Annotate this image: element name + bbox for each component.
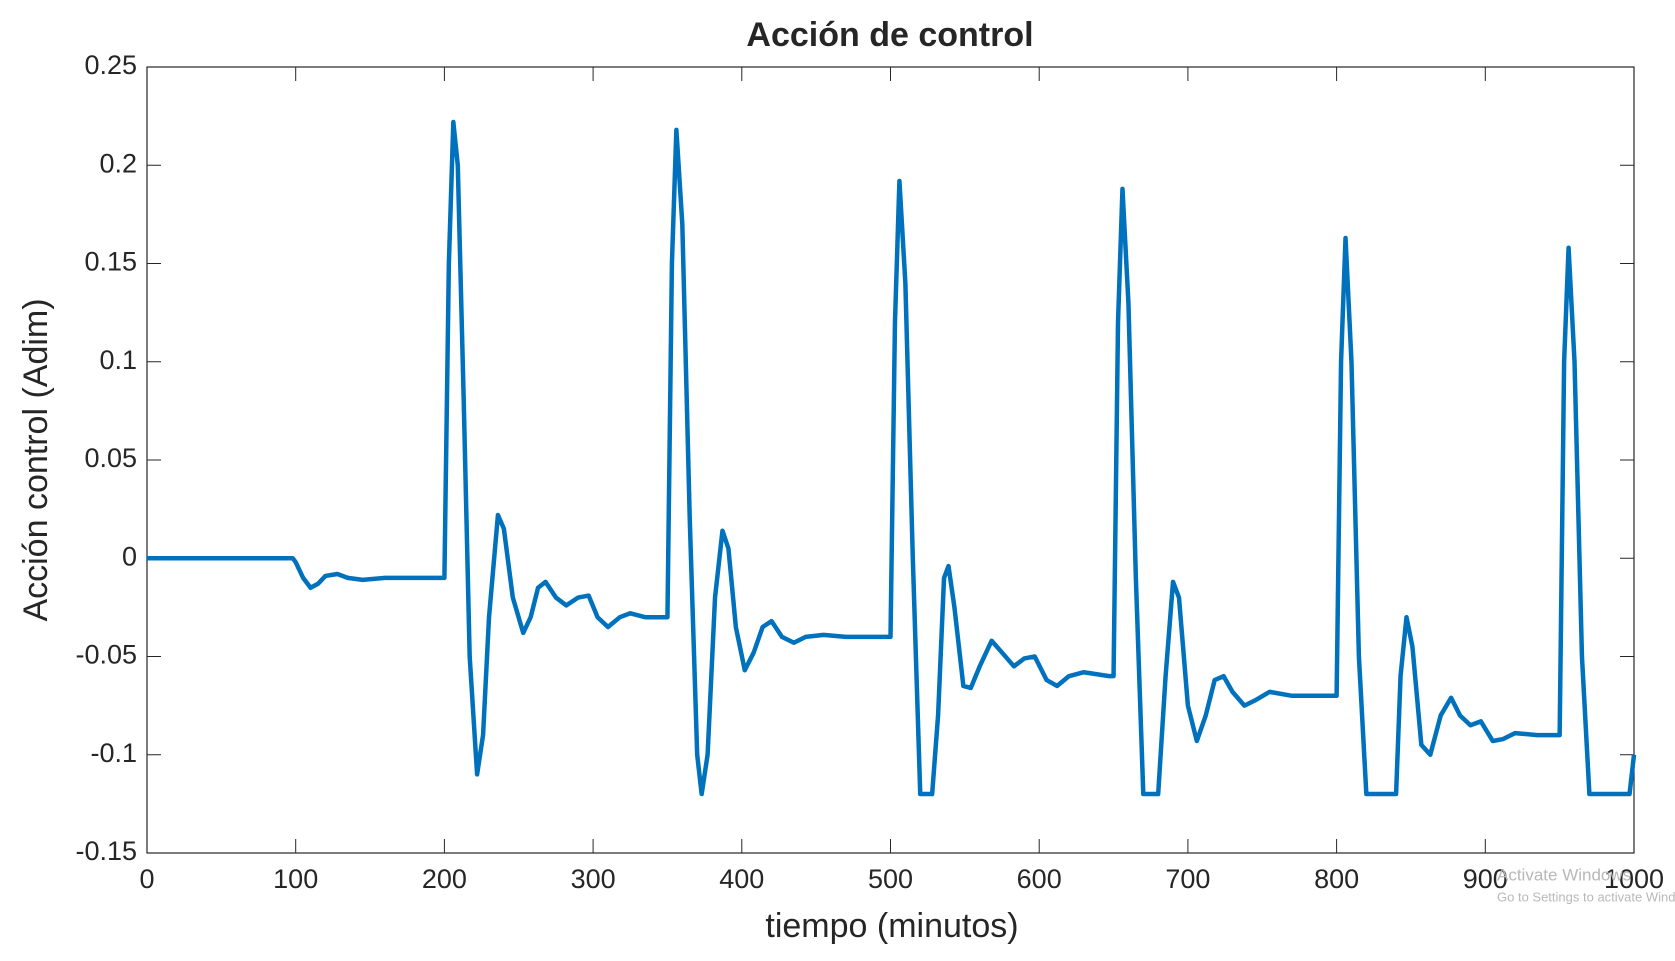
y-tick-label: 0.2	[99, 148, 137, 178]
watermark: Activate Windows	[1497, 865, 1631, 884]
axes-box	[146, 66, 1635, 854]
x-tick-label: 600	[1017, 864, 1062, 894]
data-line	[147, 119, 1637, 797]
chart-title: Acción de control	[746, 16, 1033, 54]
x-axis-label: tiempo (minutos)	[765, 907, 1018, 945]
watermark: Go to Settings to activate Windows.	[1497, 889, 1675, 904]
x-tick-label: 700	[1165, 864, 1210, 894]
x-tick-label: 1000	[1604, 864, 1664, 894]
y-tick-label: -0.1	[90, 738, 137, 768]
y-axis-label: Acción control (Adim)	[17, 298, 55, 621]
y-tick-label: 0.1	[99, 345, 137, 375]
x-tick-label: 400	[719, 864, 764, 894]
plot-area: -0.15 -0.1 -0.05 0 0.05 0.1 0.15 0.2 0.25 0 100 200…	[75, 50, 1664, 894]
y-tick-label: 0	[122, 541, 137, 571]
x-tick-label: 0	[139, 864, 154, 894]
x-tick-label: 100	[273, 864, 318, 894]
x-tick-label: 800	[1314, 864, 1359, 894]
x-tick-label: 200	[422, 864, 467, 894]
x-tick-label: 900	[1463, 864, 1508, 894]
x-tick-label: 500	[868, 864, 913, 894]
y-tick-label: 0.25	[84, 50, 137, 80]
y-tick-label: -0.15	[75, 836, 137, 866]
y-tick-label: -0.05	[75, 640, 137, 670]
x-tick-label: 300	[571, 864, 616, 894]
y-tick-label: 0.05	[84, 443, 137, 473]
y-tick-label: 0.15	[84, 247, 137, 277]
